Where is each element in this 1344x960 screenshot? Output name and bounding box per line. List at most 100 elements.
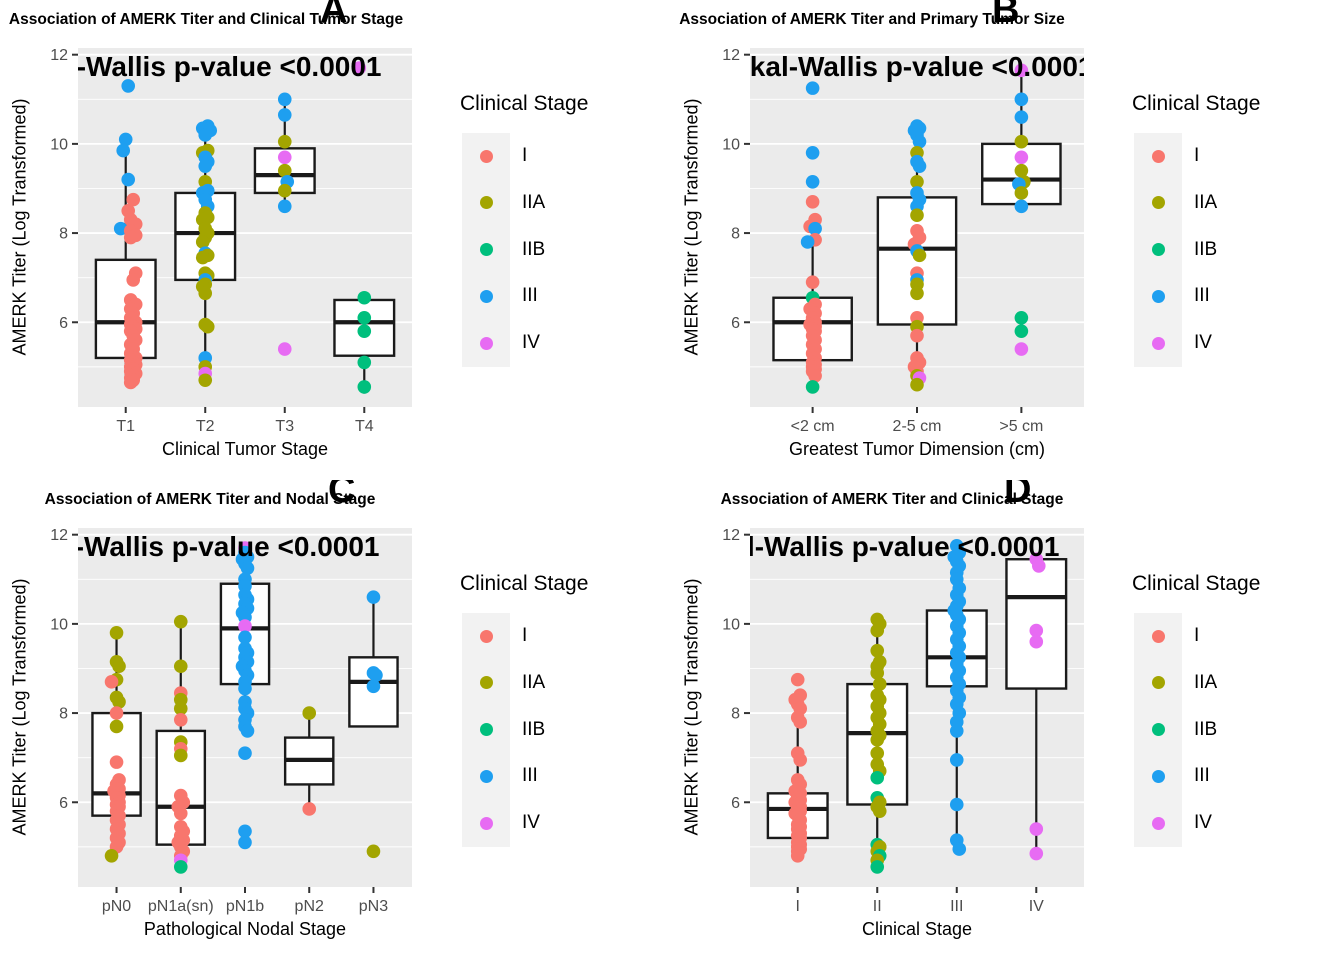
jitter-point <box>1014 134 1029 149</box>
jitter-point <box>369 668 383 682</box>
legend-swatch-III <box>479 769 493 783</box>
jitter-point <box>173 659 188 674</box>
jitter-point <box>302 706 317 720</box>
panel-title: Association of AMERK Titer and Clinical … <box>720 491 1064 508</box>
jitter-point <box>800 235 815 249</box>
jitter-point <box>277 163 292 178</box>
jitter-point <box>126 273 141 287</box>
jitter-point <box>173 614 188 629</box>
jitter-point <box>790 672 805 687</box>
panel-title: Association of AMERK Titer and Primary T… <box>679 11 1065 28</box>
jitter-point <box>277 199 292 214</box>
jitter-point <box>173 701 188 716</box>
jitter-point <box>126 192 141 207</box>
y-axis-title: AMERK Titer (Log Transformed) <box>681 98 702 356</box>
jitter-point <box>805 174 820 189</box>
jitter-point <box>1029 634 1044 649</box>
y-tick-label: 12 <box>50 527 68 544</box>
plot-canvas: 6 8 10 12 <2 cm 2-5 cm >5 cm <box>722 47 1084 435</box>
jitter-point <box>1014 324 1029 338</box>
y-axis-title: AMERK Titer (Log Transformed) <box>9 98 30 356</box>
jitter-point <box>1029 623 1044 638</box>
legend-label-IIB: IIB <box>1194 238 1218 260</box>
y-tick-label: 10 <box>722 136 740 153</box>
x-tick-label: pN2 <box>295 898 324 915</box>
legend-label-IV: IV <box>522 812 540 834</box>
legend-swatch-I <box>479 629 493 643</box>
x-tick-label: >5 cm <box>999 418 1043 435</box>
jitter-point <box>366 844 381 859</box>
jitter-point <box>910 328 924 343</box>
jitter-point <box>277 92 292 107</box>
legend-swatch-III <box>1151 769 1165 783</box>
jitter-point <box>123 230 138 245</box>
jitter-point <box>808 368 822 383</box>
legend-label-IIB: IIB <box>1194 718 1218 740</box>
y-tick-label: 6 <box>731 795 740 812</box>
jitter-point <box>1014 199 1029 214</box>
panel-title: Association of AMERK Titer and Nodal Sta… <box>44 491 376 508</box>
x-tick-label: T3 <box>275 418 294 435</box>
legend-label-III: III <box>1194 765 1210 787</box>
legend-label-IIA: IIA <box>1194 671 1218 693</box>
x-tick-label: <2 cm <box>791 418 835 435</box>
jitter-point <box>357 290 372 305</box>
legend-title: Clinical Stage <box>460 92 589 115</box>
jitter-point <box>238 824 252 839</box>
y-tick-label: 10 <box>50 136 68 153</box>
jitter-point <box>238 630 252 645</box>
jitter-point <box>302 802 317 816</box>
legend-swatch-IIA <box>479 676 493 690</box>
jitter-point <box>1014 163 1029 178</box>
y-tick-label: 8 <box>59 226 68 243</box>
plot-canvas: 6 8 10 12 pN0 pN1a(sn) pN1b pN2 pN3 <box>50 527 412 915</box>
x-tick-label: I <box>795 898 799 915</box>
jitter-point <box>112 695 126 709</box>
x-tick-label: pN1a(sn) <box>148 898 214 915</box>
jitter-point <box>805 195 820 209</box>
legend: Clinical Stage I IIA IIB III IV <box>458 92 658 382</box>
jitter-point <box>198 286 213 301</box>
legend-swatch-I <box>1151 629 1165 643</box>
jitter-point <box>240 561 255 575</box>
y-tick-label: 8 <box>59 706 68 723</box>
legend-swatch-I <box>1151 149 1165 163</box>
jitter-point <box>805 81 820 95</box>
jitter-point <box>357 324 372 338</box>
legend: Clinical Stage I IIA IIB III IV <box>1130 92 1330 382</box>
x-tick-label: pN3 <box>359 898 388 915</box>
jitter-point <box>790 848 805 863</box>
legend-swatch-III <box>479 289 493 303</box>
legend-label-IIA: IIA <box>1194 191 1218 213</box>
jitter-point <box>200 319 215 334</box>
jitter-point <box>121 172 136 187</box>
jitter-point <box>173 712 188 727</box>
jitter-point <box>870 746 885 761</box>
jitter-point <box>173 860 188 874</box>
x-tick-label: II <box>873 898 882 915</box>
jitter-point <box>805 275 820 289</box>
legend-label-I: I <box>522 145 528 166</box>
jitter-point <box>870 623 885 638</box>
y-tick-label: 10 <box>50 616 68 633</box>
panel-title: Association of AMERK Titer and Clinical … <box>8 11 404 28</box>
jitter-point <box>808 221 822 236</box>
boxplot-box <box>1005 558 1068 690</box>
jitter-point <box>910 208 924 223</box>
legend-title: Clinical Stage <box>1132 92 1261 115</box>
x-tick-label: 2-5 cm <box>893 418 942 435</box>
x-tick-label: T1 <box>116 418 135 435</box>
y-tick-label: 8 <box>731 706 740 723</box>
jitter-point <box>198 373 213 388</box>
jitter-point <box>277 183 292 198</box>
legend-label-IIB: IIB <box>522 718 546 740</box>
legend: Clinical Stage I IIA IIB III IV <box>458 572 658 862</box>
data-layer <box>772 63 1062 394</box>
y-tick-label: 12 <box>722 47 740 64</box>
jitter-point <box>805 380 820 394</box>
jitter-point <box>872 804 887 818</box>
panel-b: Association of AMERK Titer and Primary T… <box>672 0 1344 480</box>
x-axis-title: Clinical Stage <box>861 919 973 939</box>
x-tick-label: pN1b <box>226 898 264 915</box>
legend-swatch-IV <box>479 816 493 830</box>
